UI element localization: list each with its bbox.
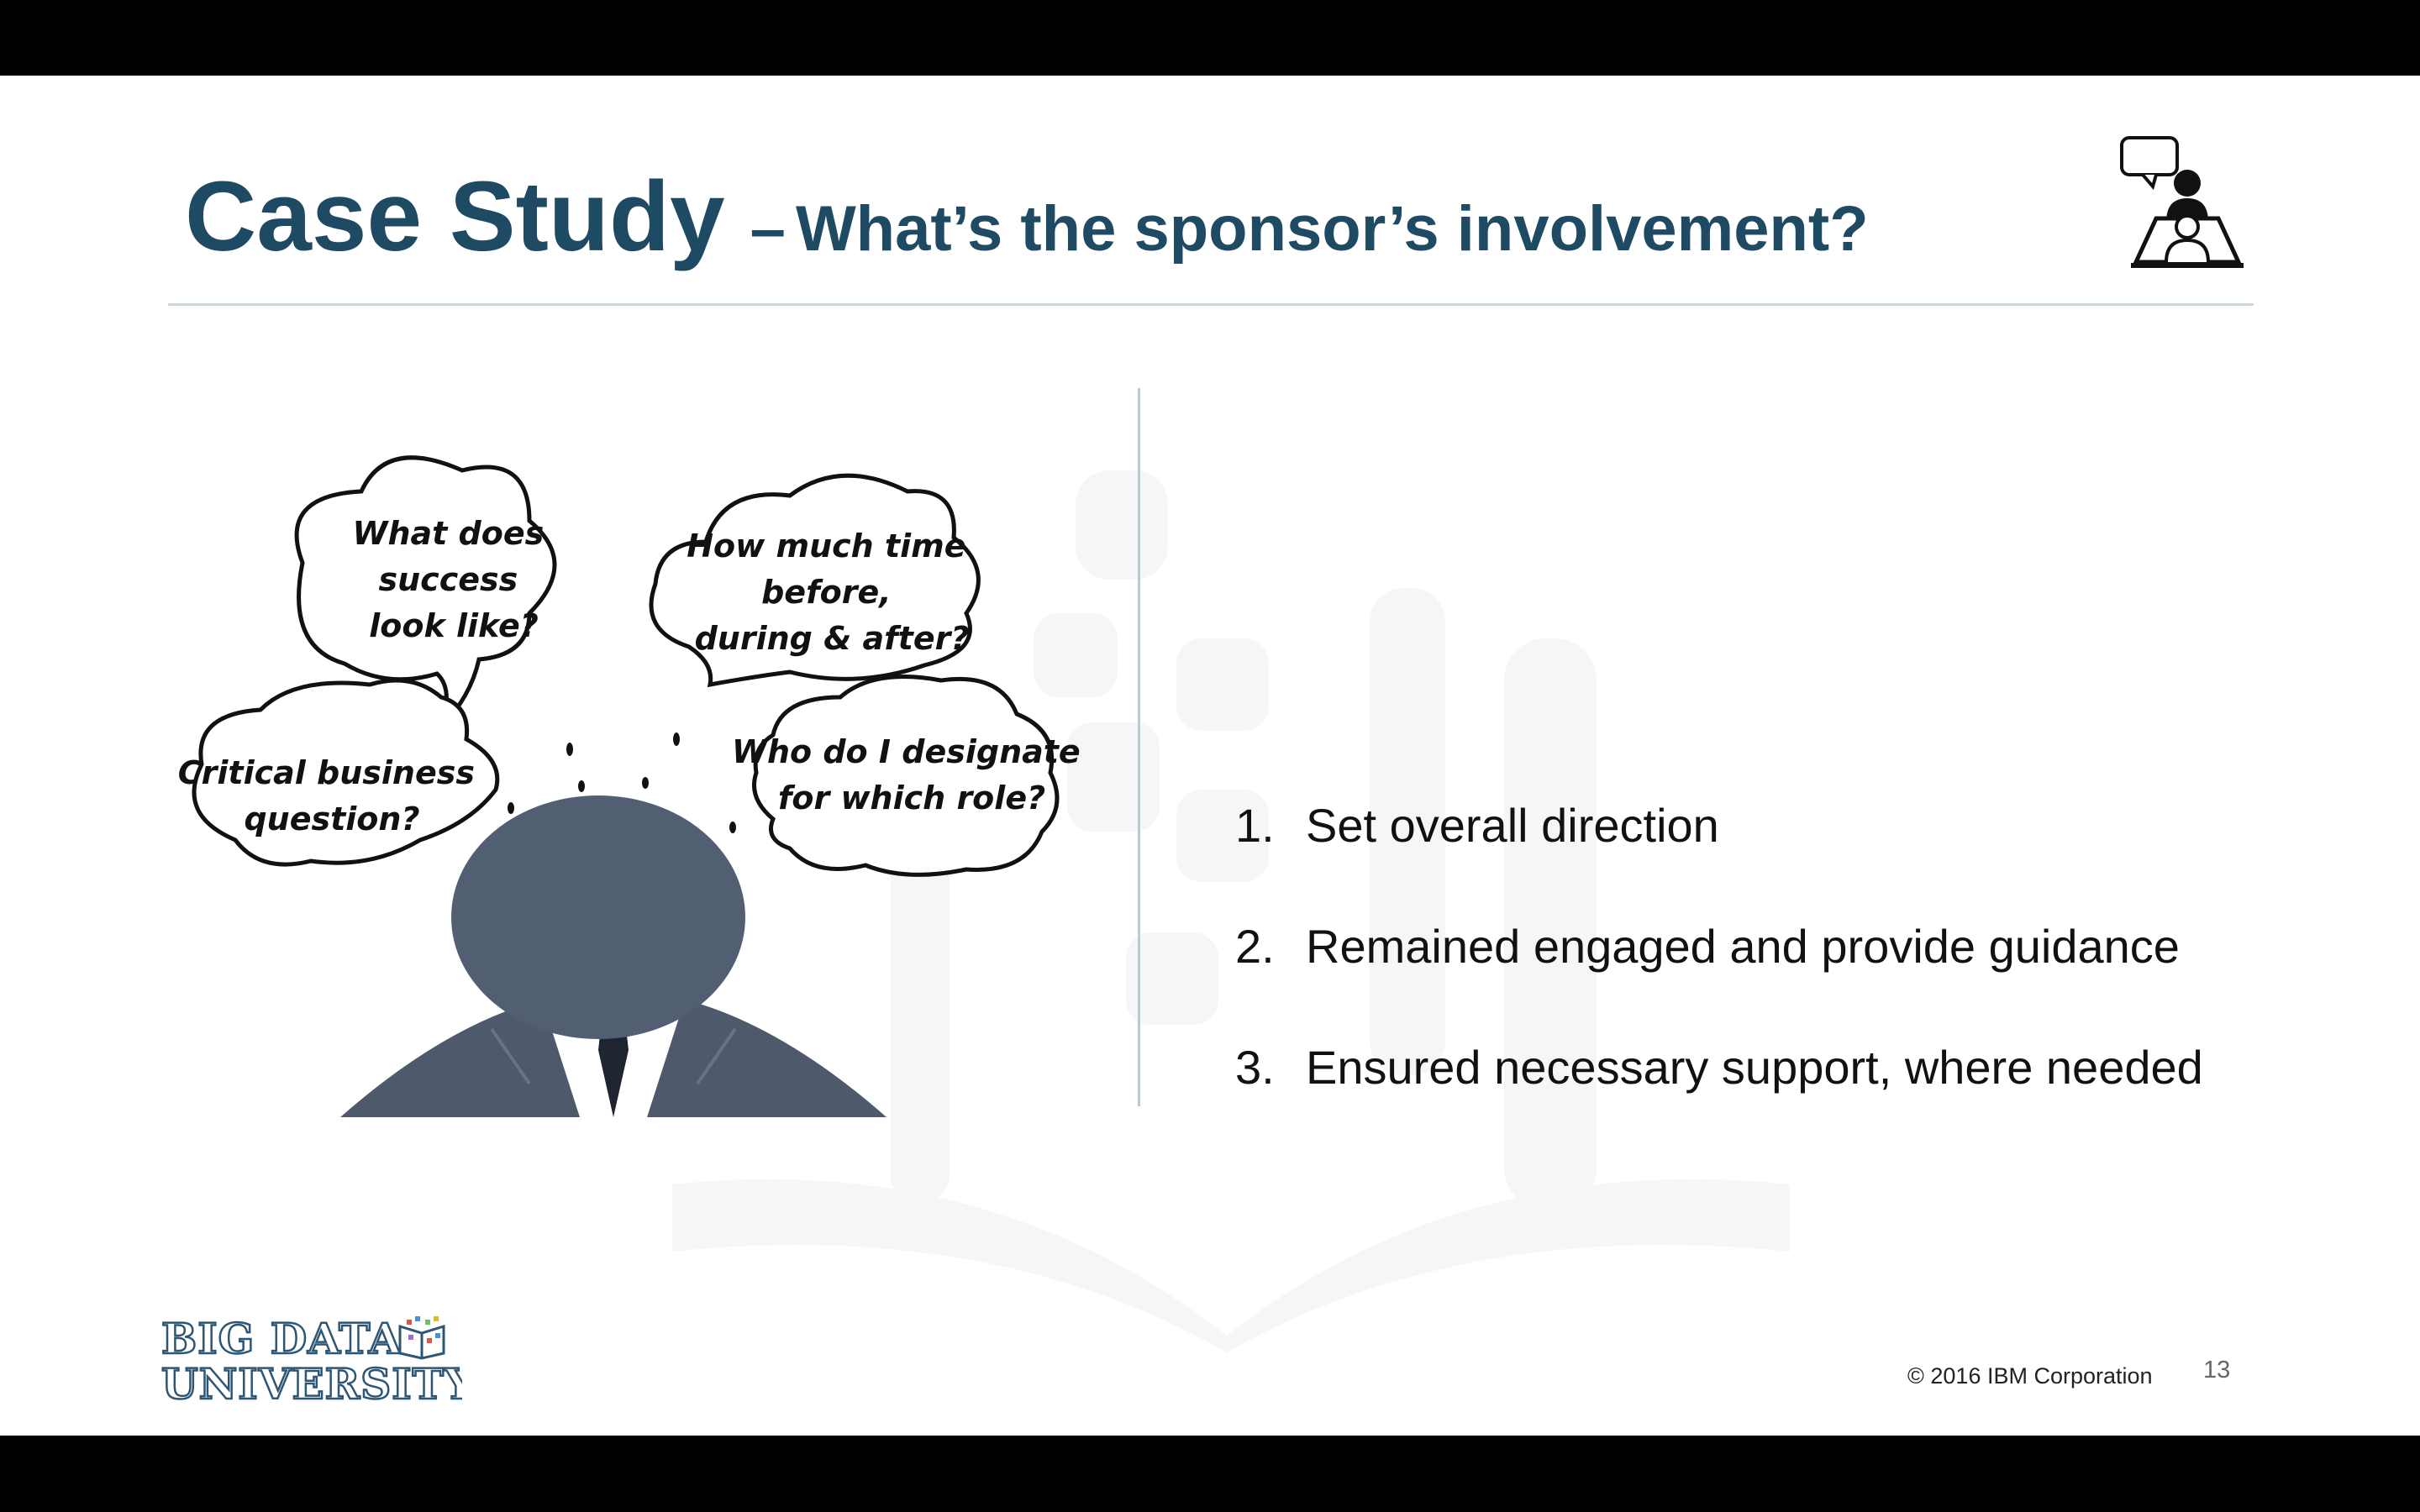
bubble-text-2: How much time before, during & after?	[687, 528, 977, 657]
thought-bubble-icon: What does success look like?	[294, 455, 557, 728]
thought-bubble-icon: How much time before, during & after?	[649, 473, 981, 688]
video-letterbox-bottom	[0, 1436, 2420, 1512]
list-item-number: 1.	[1235, 799, 1275, 852]
bubble-text-3: Critical business question?	[178, 754, 486, 837]
vertical-divider	[1138, 388, 1140, 1106]
thought-bubble-icon: Critical business question?	[178, 678, 500, 867]
thought-bubble-icon: Who do I designate for which role?	[732, 675, 1092, 877]
list-item-text: Set overall direction	[1306, 799, 1719, 852]
title-subtitle: What’s the sponsor’s involvement?	[795, 193, 1869, 265]
list-item: 1. Set overall direction	[1235, 798, 2203, 919]
video-letterbox-top	[0, 0, 2420, 76]
sponsor-involvement-list: 1. Set overall direction 2. Remained engag…	[1235, 798, 2203, 1161]
book-icon	[398, 1316, 445, 1360]
presenter-icon	[2120, 136, 2244, 268]
slide: Case Study – What’s the sponsor’s involvem…	[0, 76, 2420, 1436]
logo-line-2: UNIVERSITY	[161, 1359, 462, 1407]
list-item-number: 3.	[1235, 1041, 1275, 1094]
title-main: Case Study	[185, 161, 725, 272]
head	[451, 795, 745, 1039]
bubble-text-4: Who do I designate for which role?	[732, 733, 1092, 816]
copyright-notice: © 2016 IBM Corporation	[1907, 1363, 2153, 1389]
thinking-person-illustration: What does success look like? How much ti…	[178, 455, 1092, 1117]
list-item-number: 2.	[1235, 920, 1275, 973]
list-item-text: Ensured necessary support, where needed	[1306, 1041, 2203, 1094]
list-item: 2. Remained engaged and provide guidance	[1235, 919, 2203, 1040]
big-data-university-logo: BIG DATA UNIVERSITY	[160, 1315, 462, 1407]
title-dash: –	[750, 193, 786, 265]
title-underline	[168, 303, 2254, 306]
page-number: 13	[2203, 1357, 2231, 1383]
list-item-text: Remained engaged and provide guidance	[1306, 920, 2180, 973]
bubble-text-1: What does success look like?	[353, 515, 555, 644]
slide-title: Case Study – What’s the sponsor’s involvem…	[185, 160, 1869, 274]
list-item: 3. Ensured necessary support, where neede…	[1235, 1040, 2203, 1161]
logo-line-1: BIG DATA	[161, 1315, 402, 1363]
